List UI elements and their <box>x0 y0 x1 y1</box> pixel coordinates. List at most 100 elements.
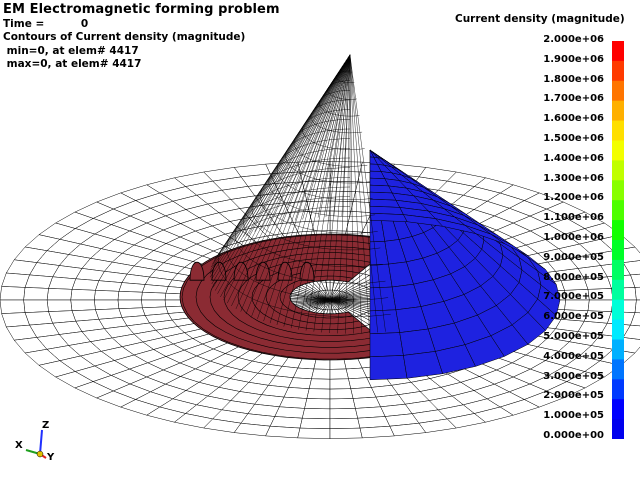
legend-label: 7.000e+05 <box>543 291 604 303</box>
plate-element <box>329 388 354 400</box>
plate-element <box>265 425 301 439</box>
color-bar-segment <box>612 279 624 301</box>
legend-label: 3.000e+05 <box>543 370 604 382</box>
plate-element <box>70 289 96 301</box>
coil-turn <box>279 275 353 319</box>
plot-title: EM Electromagnetic forming problem <box>3 2 280 17</box>
plate-element <box>329 417 361 429</box>
plate-element <box>274 406 305 419</box>
cone-generator <box>215 54 351 291</box>
cone-die-mesh <box>209 54 391 334</box>
z-axis-label: Z <box>42 420 50 431</box>
plate-element <box>634 299 640 314</box>
coil-turn <box>181 234 398 360</box>
plate-element <box>279 396 308 409</box>
color-bar-segment <box>612 220 624 241</box>
cone-ring <box>318 90 360 117</box>
legend-label: 5.000e+05 <box>543 331 604 342</box>
plate-element <box>622 324 640 340</box>
cone-generator <box>276 54 351 325</box>
workpiece-element <box>369 184 393 194</box>
cone-ring <box>327 80 357 100</box>
plate-element <box>283 387 310 399</box>
plate-element <box>141 291 167 301</box>
cone-generator <box>235 54 351 309</box>
cone-generator <box>245 54 351 315</box>
cone-generator <box>209 54 351 275</box>
legend-label: 1.600e+06 <box>543 113 604 125</box>
plate-element <box>23 287 49 301</box>
plate-element <box>313 358 331 370</box>
plate-element <box>630 312 640 327</box>
max-readout: max=0, at elem# 4417 <box>3 57 142 70</box>
plate-element <box>352 396 381 409</box>
plate-element <box>634 286 640 301</box>
plate-element <box>297 427 331 439</box>
color-bar-segment <box>612 259 624 281</box>
contour-description: Contours of Current density (magnitude) <box>3 31 246 44</box>
cone-generator <box>240 54 351 312</box>
color-bar-segment <box>612 339 624 360</box>
plate-element <box>329 398 356 410</box>
cone-generator <box>220 54 351 298</box>
plate-element <box>306 388 331 400</box>
plate-element <box>630 273 640 288</box>
legend-label: 0.000e+00 <box>543 430 604 441</box>
color-bar-segment <box>612 41 624 62</box>
plate-element <box>359 425 395 439</box>
plate-element <box>1 312 30 328</box>
color-bar-segment <box>612 200 624 221</box>
cone-generator <box>211 54 351 285</box>
legend-label: 4.000e+05 <box>543 350 604 362</box>
legend-label: 1.100e+06 <box>543 212 604 224</box>
cone-generator <box>231 54 351 307</box>
cone-ring <box>226 196 389 301</box>
cone-generator <box>305 54 351 331</box>
y-axis-label: Y <box>47 452 55 463</box>
plate-element <box>95 280 123 292</box>
cone-ring <box>302 109 365 150</box>
cone-generator <box>269 54 351 324</box>
coil-turn <box>265 269 360 325</box>
legend-label: 1.200e+06 <box>543 192 604 204</box>
cone-generator <box>210 54 351 271</box>
cone-generator <box>302 54 351 220</box>
cone-generator <box>317 54 351 218</box>
plate-element <box>308 378 331 390</box>
coil-turn <box>251 264 366 330</box>
workpiece-element <box>369 309 400 335</box>
cone-generator <box>349 54 370 334</box>
workpiece-element <box>369 191 397 201</box>
cone-generator <box>349 54 378 333</box>
cone-generator <box>313 54 351 332</box>
cone-generator <box>329 54 351 334</box>
legend-label: 1.000e+05 <box>543 410 604 422</box>
cone-generator <box>248 54 351 235</box>
coil-turn <box>195 240 391 354</box>
cone-generator <box>337 54 351 334</box>
cone-generator <box>257 54 351 319</box>
cone-generator <box>349 54 386 332</box>
cone-generator <box>227 54 351 304</box>
legend-label: 1.300e+06 <box>543 172 604 184</box>
min-readout: min=0, at elem# 4417 <box>3 44 139 57</box>
legend-label: 1.700e+06 <box>543 93 604 105</box>
cone-generator <box>280 54 351 224</box>
color-bar-segment <box>612 160 624 181</box>
cone-generator <box>217 54 351 294</box>
legend-title: Current density (magnitude) <box>455 13 625 25</box>
z-axis-line <box>39 429 43 455</box>
workpiece-mesh <box>369 149 561 381</box>
legend-label: 9.000e+05 <box>543 251 604 263</box>
time-readout: Time = 0 <box>3 18 89 31</box>
color-bar-segment <box>612 379 624 400</box>
color-bar-segment <box>612 299 624 321</box>
coil-turn <box>223 252 379 342</box>
plate-element <box>1 272 30 288</box>
cone-generator <box>213 54 351 288</box>
color-bar-segment <box>612 140 624 161</box>
workpiece-element <box>369 355 408 381</box>
workpiece-element <box>369 212 408 222</box>
